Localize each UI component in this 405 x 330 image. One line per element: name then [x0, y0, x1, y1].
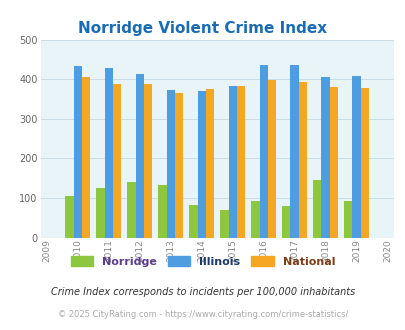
Bar	[360, 87, 368, 238]
Bar	[189, 205, 197, 238]
Bar	[290, 65, 298, 238]
Bar	[352, 76, 360, 238]
Bar	[236, 86, 245, 238]
Bar	[144, 84, 152, 238]
Bar	[104, 68, 113, 238]
Bar	[158, 185, 166, 238]
Bar	[82, 77, 90, 238]
Bar	[73, 66, 82, 238]
Bar	[228, 86, 236, 238]
Text: Crime Index corresponds to incidents per 100,000 inhabitants: Crime Index corresponds to incidents per…	[51, 287, 354, 297]
Bar	[175, 93, 183, 238]
Bar	[220, 210, 228, 238]
Bar	[267, 81, 275, 238]
Bar	[343, 201, 352, 238]
Text: Norridge Violent Crime Index: Norridge Violent Crime Index	[78, 21, 327, 36]
Bar	[127, 182, 135, 238]
Bar	[65, 196, 73, 238]
Bar	[113, 84, 121, 238]
Bar	[166, 90, 175, 238]
Bar	[298, 82, 307, 238]
Text: © 2025 CityRating.com - https://www.cityrating.com/crime-statistics/: © 2025 CityRating.com - https://www.city…	[58, 310, 347, 319]
Bar	[205, 89, 214, 238]
Bar	[321, 77, 329, 238]
Bar	[96, 188, 104, 238]
Bar	[259, 65, 267, 238]
Bar	[329, 87, 337, 238]
Bar	[312, 180, 321, 238]
Bar	[281, 206, 290, 238]
Legend: Norridge, Illinois, National: Norridge, Illinois, National	[66, 251, 339, 271]
Bar	[197, 91, 205, 238]
Bar	[251, 201, 259, 238]
Bar	[135, 74, 144, 238]
